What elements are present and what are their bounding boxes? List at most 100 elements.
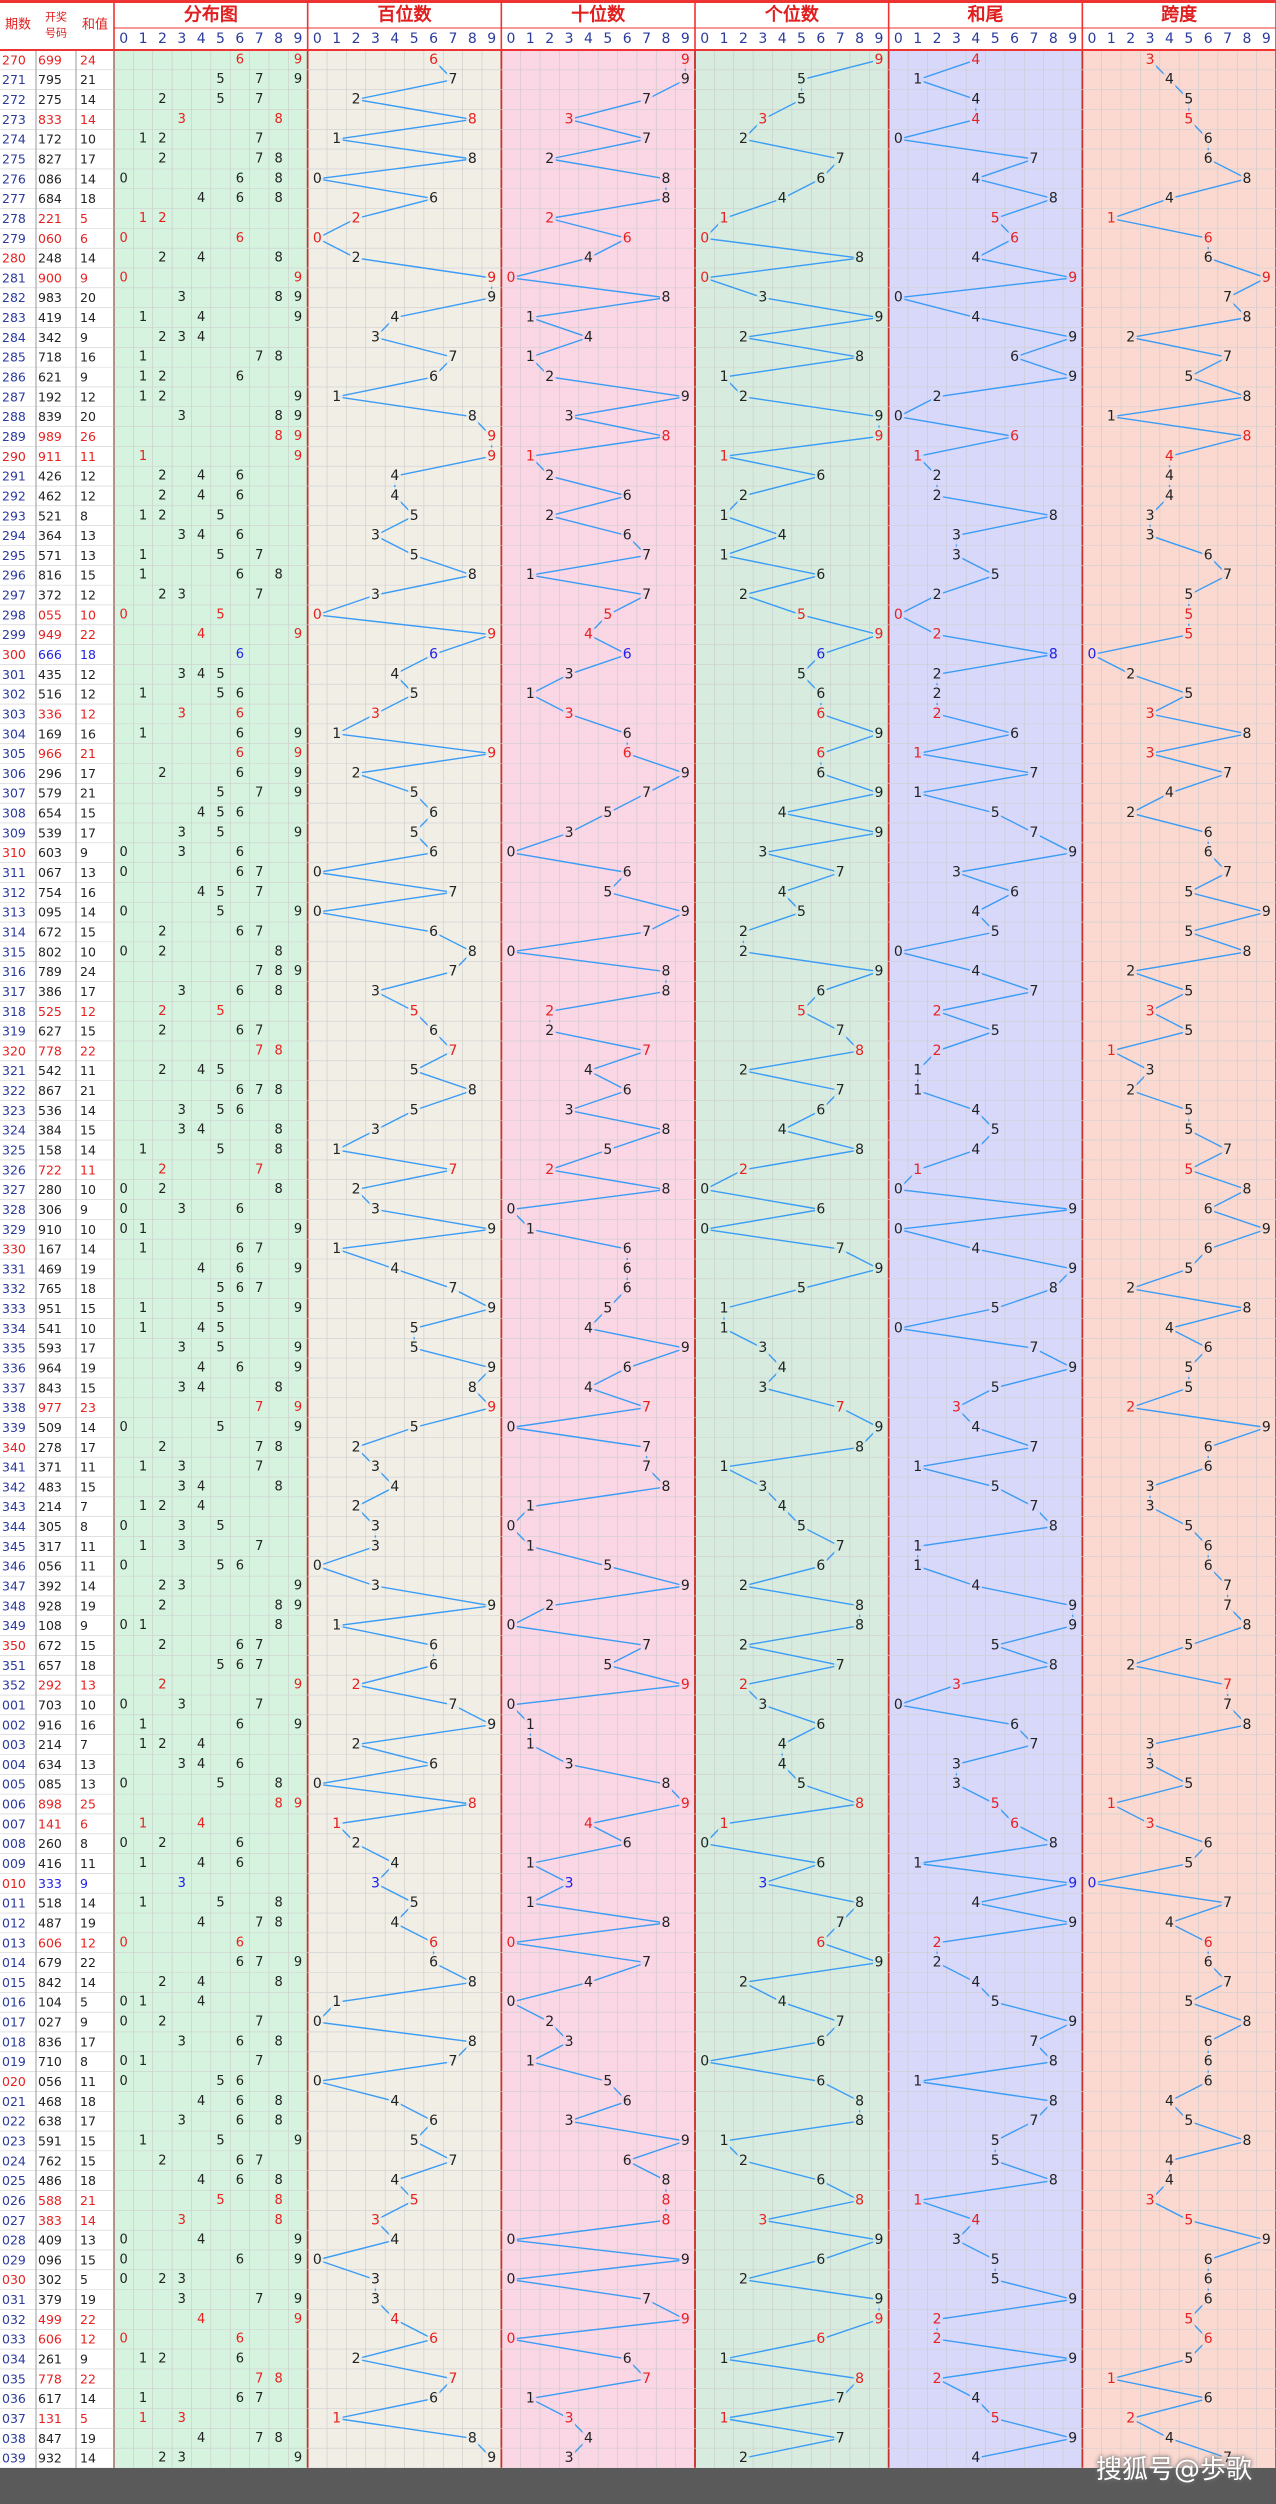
row-sum: 8 bbox=[80, 1519, 88, 1534]
trend-point-bg bbox=[989, 2151, 1002, 2170]
trend-point-bg bbox=[330, 1993, 343, 2012]
distribution-digit: 1 bbox=[139, 1896, 147, 1911]
distribution-digit: 8 bbox=[274, 1797, 282, 1812]
trend-point: 6 bbox=[1204, 825, 1213, 841]
row-sum: 8 bbox=[80, 2054, 88, 2069]
trend-point-bg bbox=[931, 625, 944, 644]
distribution-digit: 3 bbox=[178, 2034, 186, 2049]
trend-point: 6 bbox=[1204, 1241, 1213, 1257]
trend-point-bg bbox=[814, 2330, 827, 2349]
trend-point: 4 bbox=[971, 2450, 980, 2466]
trend-point: 3 bbox=[371, 1201, 380, 1217]
trend-point: 3 bbox=[371, 706, 380, 722]
trend-point: 3 bbox=[565, 1102, 574, 1118]
trend-point-bg bbox=[485, 1596, 498, 1615]
trend-point: 9 bbox=[1068, 2292, 1077, 2308]
trend-point: 6 bbox=[1204, 230, 1213, 246]
trend-point: 0 bbox=[313, 1558, 322, 1574]
distribution-digit: 6 bbox=[236, 2391, 244, 2406]
distribution-digit: 8 bbox=[274, 1043, 282, 1058]
trend-point-bg bbox=[350, 1676, 363, 1695]
row-number: 666 bbox=[38, 647, 62, 662]
trend-point: 9 bbox=[875, 627, 884, 643]
trend-point: 5 bbox=[410, 1063, 419, 1079]
distribution-digit: 2 bbox=[158, 152, 166, 167]
trend-point: 1 bbox=[720, 1459, 729, 1475]
trend-point: 1 bbox=[332, 131, 341, 147]
row-number: 571 bbox=[38, 548, 62, 563]
trend-point-bg bbox=[563, 2112, 576, 2131]
trend-point-bg bbox=[485, 1359, 498, 1377]
trend-point-bg bbox=[950, 1775, 963, 1794]
trend-point: 1 bbox=[913, 1083, 922, 1099]
trend-point: 7 bbox=[1223, 1578, 1232, 1594]
trend-point: 7 bbox=[1223, 567, 1232, 583]
header-digit: 4 bbox=[971, 31, 980, 47]
trend-point-bg bbox=[718, 447, 731, 466]
trend-point-bg bbox=[814, 1715, 827, 1734]
trend-point-bg bbox=[330, 1240, 343, 1258]
trend-point-bg bbox=[543, 1022, 556, 1040]
trend-point: 2 bbox=[1126, 1083, 1135, 1099]
row-period: 351 bbox=[2, 1658, 26, 1673]
distribution-digit: 1 bbox=[139, 1499, 147, 1514]
row-period: 307 bbox=[2, 786, 26, 801]
trend-point: 5 bbox=[603, 1142, 612, 1158]
trend-point: 4 bbox=[971, 2391, 980, 2407]
trend-point-bg bbox=[659, 962, 672, 981]
trend-point: 9 bbox=[1068, 1915, 1077, 1931]
row-period: 347 bbox=[2, 1579, 26, 1594]
row-period: 273 bbox=[2, 112, 26, 127]
row-sum: 11 bbox=[80, 1559, 96, 1574]
trend-point-bg bbox=[795, 70, 808, 89]
trend-point: 6 bbox=[1204, 2054, 1213, 2070]
trend-point-bg bbox=[427, 923, 440, 941]
trend-point-bg bbox=[466, 942, 479, 961]
trend-point: 2 bbox=[1126, 964, 1135, 980]
row-period: 344 bbox=[2, 1519, 26, 1534]
trend-point-bg bbox=[698, 1220, 711, 1239]
trend-point: 5 bbox=[797, 904, 806, 920]
distribution-digit: 5 bbox=[216, 1004, 224, 1019]
row-period: 299 bbox=[2, 627, 26, 642]
trend-point-bg bbox=[814, 982, 827, 1001]
header-digit: 7 bbox=[836, 31, 845, 47]
distribution-digit: 3 bbox=[178, 2411, 186, 2426]
trend-point-bg bbox=[601, 1557, 614, 1576]
distribution-digit: 6 bbox=[236, 2094, 244, 2109]
row-sum: 19 bbox=[80, 1261, 96, 1276]
distribution-digit: 1 bbox=[139, 2411, 147, 2426]
distribution-digit: 0 bbox=[120, 944, 128, 959]
trend-point: 6 bbox=[429, 1935, 438, 1951]
distribution-digit: 9 bbox=[294, 1598, 302, 1613]
trend-point: 5 bbox=[1184, 1776, 1193, 1792]
row-sum: 18 bbox=[80, 2173, 96, 2188]
trend-point: 0 bbox=[894, 944, 903, 960]
header-section-title: 跨度 bbox=[1161, 4, 1198, 26]
trend-point: 4 bbox=[971, 904, 980, 920]
row-sum: 17 bbox=[80, 152, 96, 167]
trend-point: 8 bbox=[1049, 191, 1058, 207]
trend-point-bg bbox=[989, 1121, 1002, 1140]
trend-point: 2 bbox=[545, 1598, 554, 1614]
header-section-title: 分布图 bbox=[184, 4, 238, 26]
row-number: 617 bbox=[38, 2391, 62, 2406]
distribution-digit: 5 bbox=[216, 825, 224, 840]
trend-point: 5 bbox=[991, 2153, 1000, 2169]
trend-point: 6 bbox=[816, 1856, 825, 1872]
distribution-digit: 9 bbox=[294, 1797, 302, 1812]
trend-point-bg bbox=[640, 1953, 653, 1972]
watermark: 搜狐号@歩歌 bbox=[1095, 2455, 1252, 2485]
trend-point: 7 bbox=[1029, 1737, 1038, 1753]
trend-point: 1 bbox=[913, 785, 922, 801]
trend-point-bg bbox=[1027, 2112, 1040, 2131]
trend-point: 8 bbox=[661, 428, 670, 444]
trend-point-bg bbox=[408, 1894, 421, 1913]
trend-point-bg bbox=[853, 1041, 866, 1060]
distribution-digit: 9 bbox=[294, 389, 302, 404]
trend-point: 5 bbox=[991, 1479, 1000, 1495]
trend-point-bg bbox=[563, 665, 576, 684]
trend-point: 3 bbox=[565, 666, 574, 682]
trend-point: 4 bbox=[584, 1816, 593, 1832]
